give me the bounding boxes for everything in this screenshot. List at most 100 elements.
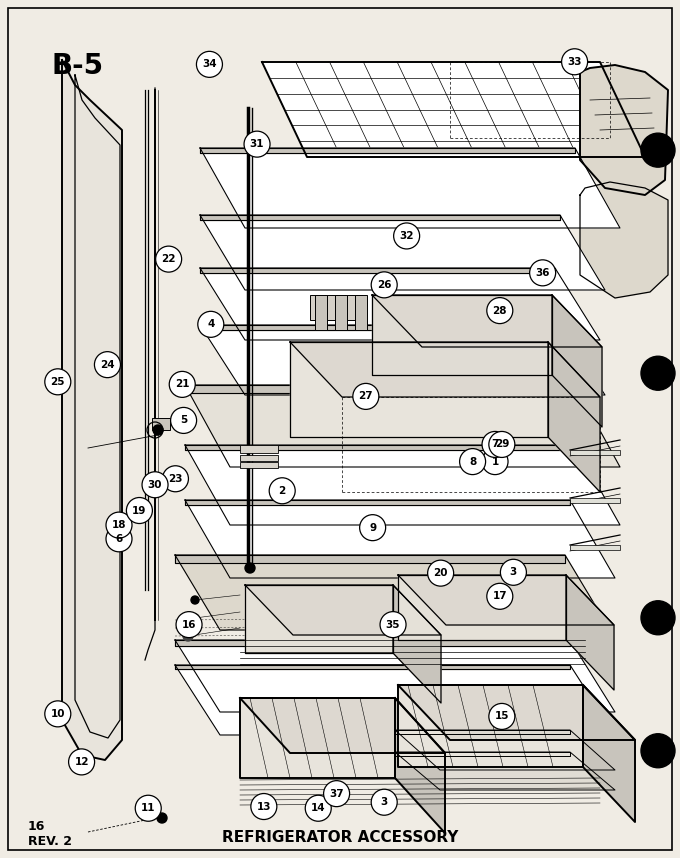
Polygon shape bbox=[583, 685, 635, 822]
Circle shape bbox=[45, 701, 71, 727]
Circle shape bbox=[562, 49, 588, 75]
Circle shape bbox=[106, 526, 132, 552]
Circle shape bbox=[163, 466, 188, 492]
Polygon shape bbox=[548, 342, 600, 492]
Text: 15: 15 bbox=[494, 711, 509, 722]
Polygon shape bbox=[398, 685, 583, 767]
Circle shape bbox=[380, 612, 406, 637]
Polygon shape bbox=[393, 585, 441, 703]
Polygon shape bbox=[175, 640, 615, 712]
Text: REFRIGERATOR ACCESSORY: REFRIGERATOR ACCESSORY bbox=[222, 830, 458, 845]
Text: 6: 6 bbox=[116, 534, 122, 544]
Circle shape bbox=[487, 583, 513, 609]
Text: 1: 1 bbox=[492, 456, 498, 467]
Circle shape bbox=[269, 478, 295, 504]
Circle shape bbox=[360, 515, 386, 541]
Text: 11: 11 bbox=[141, 803, 156, 813]
Polygon shape bbox=[185, 445, 620, 525]
Text: 14: 14 bbox=[311, 803, 326, 813]
Text: 31: 31 bbox=[250, 139, 265, 149]
Polygon shape bbox=[580, 65, 668, 195]
Text: 37: 37 bbox=[329, 789, 344, 799]
Circle shape bbox=[191, 596, 199, 604]
Polygon shape bbox=[290, 342, 600, 397]
Polygon shape bbox=[245, 585, 441, 635]
Polygon shape bbox=[200, 215, 560, 220]
Polygon shape bbox=[290, 342, 548, 437]
Polygon shape bbox=[175, 640, 570, 646]
Bar bbox=[570, 498, 620, 503]
Polygon shape bbox=[200, 268, 600, 340]
Bar bbox=[310, 295, 362, 320]
Text: 27: 27 bbox=[358, 391, 373, 402]
Text: 17: 17 bbox=[492, 591, 507, 601]
Polygon shape bbox=[395, 698, 445, 833]
Text: 16: 16 bbox=[182, 619, 197, 630]
Text: 23: 23 bbox=[168, 474, 183, 484]
Polygon shape bbox=[566, 575, 614, 690]
Circle shape bbox=[126, 498, 152, 523]
Polygon shape bbox=[185, 500, 570, 505]
Polygon shape bbox=[262, 62, 645, 157]
Circle shape bbox=[641, 133, 675, 167]
Text: 22: 22 bbox=[161, 254, 176, 264]
Circle shape bbox=[153, 425, 163, 435]
Polygon shape bbox=[398, 575, 614, 625]
Polygon shape bbox=[200, 325, 560, 330]
Circle shape bbox=[460, 449, 486, 474]
Circle shape bbox=[324, 781, 350, 807]
Polygon shape bbox=[175, 555, 610, 630]
Bar bbox=[355, 295, 367, 330]
Circle shape bbox=[371, 789, 397, 815]
Circle shape bbox=[353, 384, 379, 409]
Circle shape bbox=[69, 749, 95, 775]
Polygon shape bbox=[200, 215, 605, 290]
Circle shape bbox=[487, 298, 513, 323]
Text: 18: 18 bbox=[112, 520, 126, 530]
Polygon shape bbox=[175, 555, 565, 563]
Polygon shape bbox=[372, 295, 552, 375]
Text: 9: 9 bbox=[369, 523, 376, 533]
Text: 12: 12 bbox=[74, 757, 89, 767]
Bar bbox=[240, 455, 278, 461]
Polygon shape bbox=[240, 698, 445, 753]
Text: 13: 13 bbox=[256, 801, 271, 812]
Circle shape bbox=[251, 794, 277, 819]
Text: 3: 3 bbox=[381, 797, 388, 807]
Polygon shape bbox=[395, 752, 570, 756]
Polygon shape bbox=[245, 585, 393, 653]
Bar bbox=[570, 450, 620, 455]
Polygon shape bbox=[185, 500, 615, 578]
Text: 35: 35 bbox=[386, 619, 401, 630]
Circle shape bbox=[156, 246, 182, 272]
Circle shape bbox=[428, 560, 454, 586]
Circle shape bbox=[489, 432, 515, 457]
Polygon shape bbox=[395, 730, 570, 734]
Circle shape bbox=[305, 795, 331, 821]
Polygon shape bbox=[580, 182, 668, 298]
Bar bbox=[335, 295, 347, 330]
Polygon shape bbox=[200, 148, 575, 153]
Polygon shape bbox=[398, 575, 566, 640]
Circle shape bbox=[641, 601, 675, 635]
Polygon shape bbox=[240, 698, 395, 778]
Circle shape bbox=[641, 356, 675, 390]
Bar bbox=[152, 418, 170, 430]
Text: 16: 16 bbox=[28, 820, 46, 833]
Text: 33: 33 bbox=[567, 57, 582, 67]
Text: 34: 34 bbox=[202, 59, 217, 69]
Circle shape bbox=[198, 311, 224, 337]
Text: 10: 10 bbox=[50, 709, 65, 719]
Text: 32: 32 bbox=[399, 231, 414, 241]
Bar bbox=[315, 295, 327, 330]
Circle shape bbox=[106, 512, 132, 538]
Circle shape bbox=[95, 352, 120, 378]
Polygon shape bbox=[185, 385, 575, 393]
Text: B-5: B-5 bbox=[52, 52, 104, 80]
Polygon shape bbox=[395, 730, 615, 770]
Circle shape bbox=[244, 131, 270, 157]
Circle shape bbox=[245, 563, 255, 573]
Polygon shape bbox=[200, 268, 555, 273]
Text: 2: 2 bbox=[279, 486, 286, 496]
Circle shape bbox=[169, 372, 195, 397]
